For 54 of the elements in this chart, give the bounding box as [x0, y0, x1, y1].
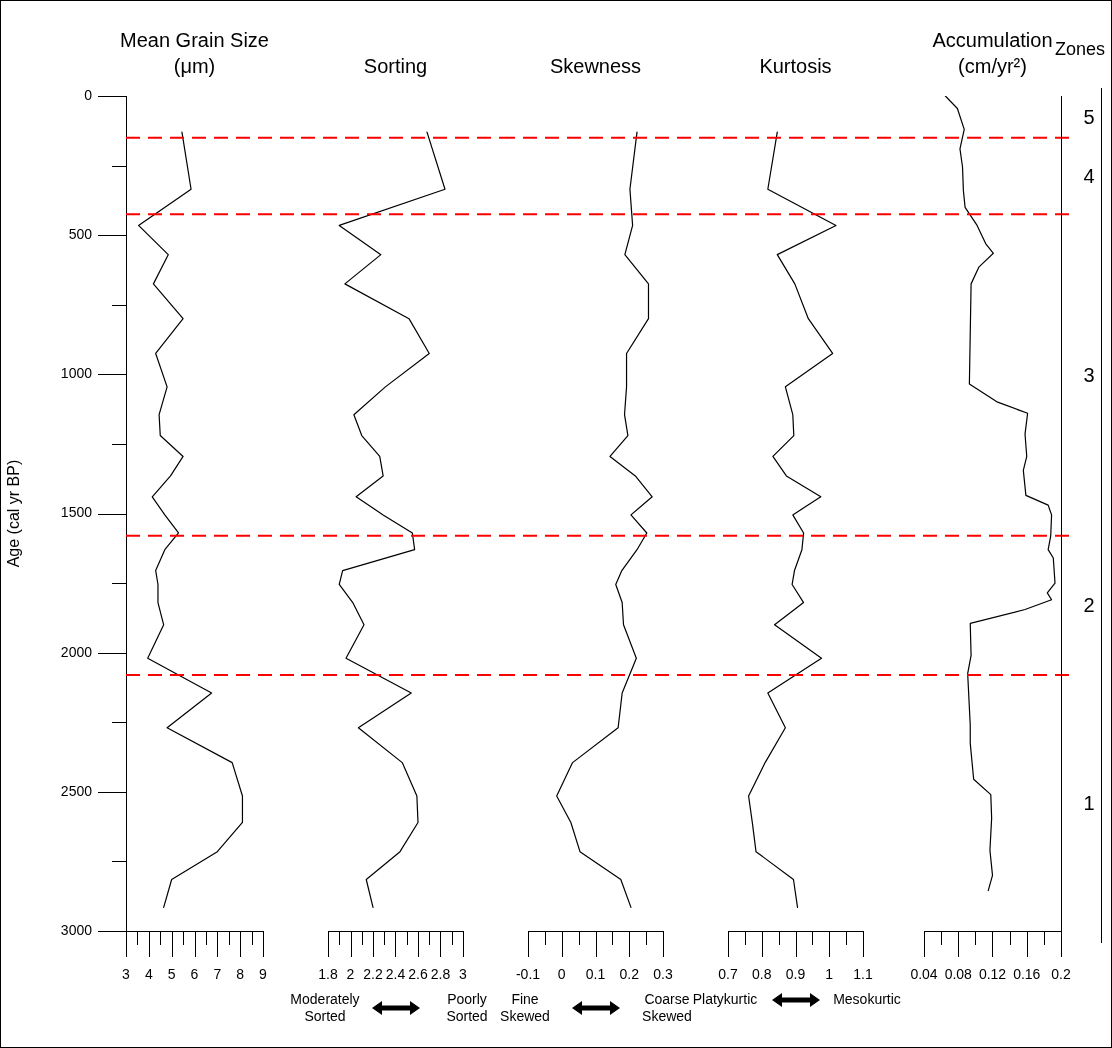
text: Zones	[1055, 39, 1106, 60]
y-tick-label: 0	[84, 86, 93, 103]
x-tick-label: 2.6	[408, 966, 428, 983]
text: 5	[1082, 104, 1096, 129]
y-tick-label: 2500	[60, 782, 93, 799]
y-tick-label: 1000	[60, 365, 93, 382]
x-tick-label: 0.12	[978, 966, 1007, 983]
x-tick-label: 0.8	[752, 966, 772, 983]
y-tick-label: 500	[68, 226, 93, 243]
x-tick-label: 2	[346, 966, 355, 983]
x-tick-label: 7	[213, 966, 222, 983]
text: 4	[1082, 164, 1096, 189]
x-tick-label: 0.7	[718, 966, 738, 983]
y-tick-label: 3000	[60, 921, 93, 938]
x-tick-label: 0.04	[910, 966, 938, 983]
x-tick-label: 2.4	[385, 966, 406, 983]
text: 1	[1082, 790, 1096, 815]
x-tick-label: 0.2	[1051, 966, 1071, 983]
x-tick-label: 0.9	[785, 966, 806, 983]
y-tick-label: 1500	[60, 504, 93, 521]
x-tick-label: 1.1	[853, 966, 873, 983]
x-tick-label: 8	[236, 966, 245, 983]
x-tick-label: 0	[557, 966, 566, 983]
text: Mesokurtic	[832, 991, 902, 1008]
x-tick-label: 2.8	[430, 966, 451, 983]
y-axis-title: Age (cal yr BP)	[5, 459, 23, 568]
chart-title: Mean Grain Size (μm)	[119, 28, 270, 79]
chart-title: Sorting	[362, 54, 429, 79]
x-tick-label: 3	[459, 966, 468, 983]
x-tick-label: 0.16	[1013, 966, 1041, 983]
x-tick-label: 3	[122, 966, 131, 983]
chart-title: Skewness	[548, 54, 643, 79]
text: Poorly Sorted	[446, 991, 488, 1024]
x-tick-label: 0.1	[585, 966, 606, 983]
chart-title: Accumulation (cm/yr²)	[932, 29, 1053, 77]
text: 3	[1082, 363, 1096, 388]
x-tick-label: 0.08	[944, 966, 973, 983]
x-tick-label: 1	[825, 966, 834, 983]
text: Platykurtic	[692, 991, 758, 1007]
text: Fine Skewed	[499, 991, 551, 1025]
x-tick-label: 2.2	[363, 966, 383, 983]
x-tick-label: 5	[167, 966, 176, 983]
y-tick-label: 2000	[60, 643, 93, 660]
x-tick-label: 0.3	[653, 966, 673, 983]
x-tick-label: 0.2	[619, 966, 640, 983]
x-tick-label: 4	[144, 966, 153, 983]
x-tick-label: 6	[190, 966, 199, 983]
text: 2	[1082, 593, 1096, 618]
x-tick-label: 1.8	[318, 966, 338, 983]
text: Moderately Sorted	[289, 991, 361, 1025]
x-tick-label: -0.1	[515, 966, 541, 983]
chart-title: Kurtosis	[758, 54, 833, 79]
x-tick-label: 9	[259, 966, 268, 983]
text: Coarse Skewed	[642, 991, 692, 1024]
